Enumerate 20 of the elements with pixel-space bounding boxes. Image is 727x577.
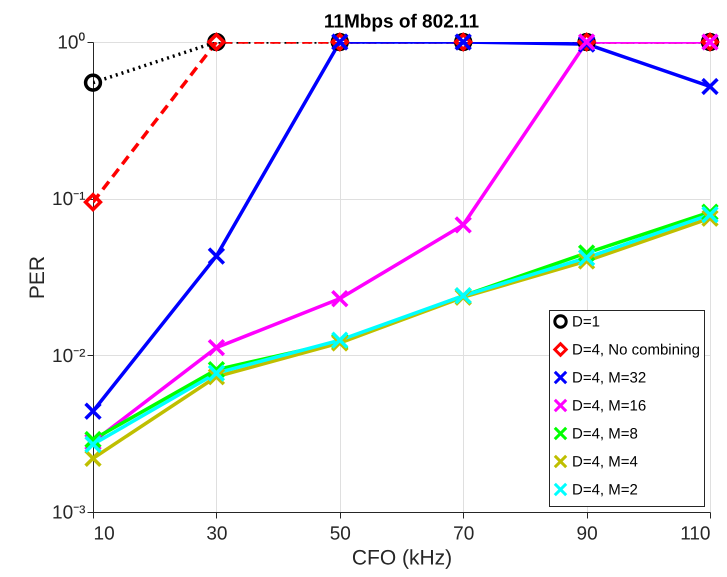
x-tick-label: 110: [680, 524, 710, 544]
legend-label: D=4, M=16: [572, 398, 646, 414]
y-tick-label: 10⁰: [57, 32, 86, 54]
x-tick-label: 30: [206, 524, 228, 544]
legend-label: D=4, M=32: [572, 370, 646, 386]
x-tick-label: 10: [94, 524, 115, 544]
y-tick-label: 10⁻²: [52, 346, 86, 367]
x-tick-label: 50: [330, 524, 351, 544]
y-tick-label: 10⁻³: [52, 502, 86, 524]
legend-label: D=4, M=8: [572, 426, 638, 442]
y-axis-title: PER: [26, 256, 50, 300]
y-tick-label: 10⁻¹: [52, 189, 86, 210]
legend-label: D=4, No combining: [572, 342, 700, 358]
legend-label: D=1: [572, 314, 600, 330]
x-tick-label: 90: [576, 524, 598, 544]
legend-label: D=4, M=4: [572, 454, 638, 470]
chart-title: 11Mbps of 802.11: [324, 12, 480, 33]
x-axis-title: CFO (kHz): [352, 546, 452, 570]
x-tick-label: 70: [453, 524, 474, 544]
legend-label: D=4, M=2: [572, 482, 638, 498]
